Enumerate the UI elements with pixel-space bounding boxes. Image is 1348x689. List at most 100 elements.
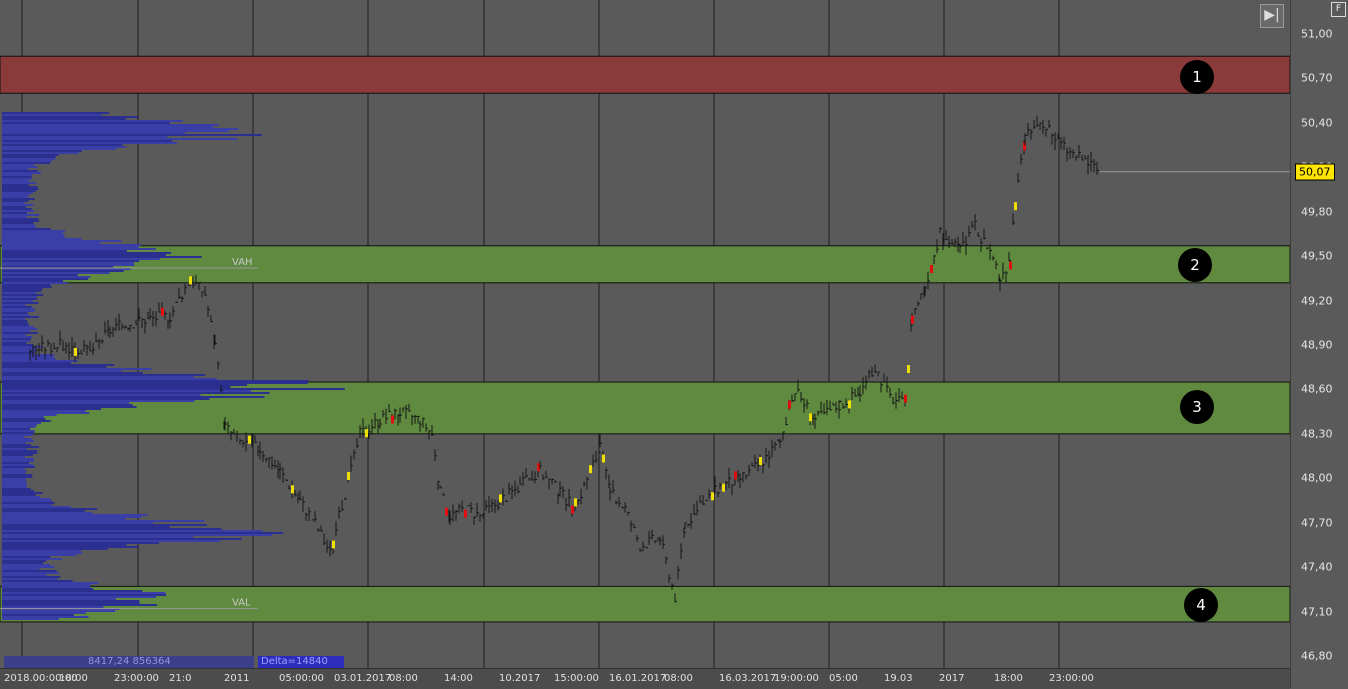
volume-profile-bar — [2, 536, 194, 538]
volume-profile-bar — [2, 400, 195, 402]
price-axis[interactable]: 51,0050,7050,4050,1049,8049,5049,2048,90… — [1290, 0, 1348, 688]
volume-profile-bar — [2, 354, 55, 356]
volume-profile-bar — [2, 178, 32, 180]
volume-profile-bar — [2, 196, 28, 198]
volume-profile-bar — [2, 464, 34, 466]
price-tick-label: 46,80 — [1301, 649, 1333, 663]
volume-profile-bar — [2, 398, 210, 400]
volume-profile-bar — [2, 518, 126, 520]
volume-profile-bar — [2, 346, 42, 348]
volume-profile-bar — [2, 234, 65, 236]
time-tick-label: 19:00:00 — [774, 673, 819, 684]
volume-profile-bar — [2, 324, 30, 326]
volume-profile-bar — [2, 226, 36, 228]
scroll-to-end-icon[interactable]: ▶| — [1260, 4, 1284, 28]
volume-profile-bar — [2, 548, 108, 550]
volume-profile-bar — [2, 114, 102, 116]
zone-badge — [1178, 248, 1212, 282]
volume-profile-bar — [2, 140, 172, 142]
volume-profile-bar — [2, 148, 116, 150]
volume-profile-bar — [2, 224, 35, 226]
volume-profile-bar — [2, 494, 36, 496]
volume-profile-bar — [2, 340, 31, 342]
plot-area[interactable]: VAH VAL 1 2 3 4 ▶| — [0, 0, 1291, 668]
zone-badge-label: 1 — [1192, 68, 1202, 86]
volume-profile-bar — [2, 344, 34, 346]
volume-profile-bar — [2, 576, 61, 578]
volume-profile-bar — [2, 546, 139, 548]
volume-profile-bar — [2, 538, 242, 540]
volume-profile-bar — [2, 144, 123, 146]
volume-highlight — [365, 429, 368, 438]
corner-menu-icon[interactable]: F — [1331, 2, 1346, 17]
volume-profile-bar — [2, 374, 205, 376]
volume-profile-bar — [2, 440, 34, 442]
volume-profile-bar — [2, 122, 170, 124]
time-tick-label: 2011 — [224, 673, 250, 684]
volume-profile-bar — [2, 218, 39, 220]
volume-profile-bar — [2, 286, 52, 288]
volume-profile-bar — [2, 290, 42, 292]
volume-highlight — [930, 264, 933, 273]
volume-profile-bar — [2, 516, 142, 518]
volume-highlight — [537, 463, 540, 472]
price-tick-label: 47,40 — [1301, 560, 1333, 574]
volume-profile-bar — [2, 132, 186, 134]
volume-profile-bar — [2, 138, 238, 140]
volume-profile-bar — [2, 116, 138, 118]
volume-profile-bar — [2, 244, 141, 246]
zone-badge-label: 3 — [1192, 398, 1202, 416]
volume-profile-bar — [2, 486, 27, 488]
volume-profile-bar — [2, 512, 93, 514]
volume-profile-bar — [2, 154, 59, 156]
volume-profile-bar — [2, 248, 156, 250]
volume-profile-bar — [2, 352, 35, 354]
time-tick-label: 2018.00:00:00 — [4, 673, 78, 684]
volume-profile-bar — [2, 456, 25, 458]
volume-profile-bar — [2, 284, 51, 286]
volume-profile-bar — [2, 356, 54, 358]
time-tick-label: 05:00 — [829, 673, 858, 684]
volume-profile-bar — [2, 158, 56, 160]
volume-profile-bar — [2, 414, 57, 416]
volume-highlight — [809, 413, 812, 422]
current-price-tag: 50,07 — [1295, 163, 1335, 181]
volume-profile-bar — [2, 606, 104, 608]
volume-profile-bar — [2, 466, 35, 468]
volume-highlight — [248, 435, 251, 444]
volume-profile-bar — [2, 302, 39, 304]
volume-profile-bar — [2, 412, 90, 414]
volume-profile-bar — [2, 184, 29, 186]
volume-profile-bar — [2, 598, 116, 600]
vah-label: VAH — [232, 257, 253, 268]
volume-profile-bar — [2, 156, 56, 158]
volume-profile-bar — [2, 166, 38, 168]
volume-profile-bar — [2, 424, 37, 426]
volume-profile-bar — [2, 416, 44, 418]
volume-profile-bar — [2, 430, 35, 432]
volume-profile-bar — [2, 296, 37, 298]
volume-profile-bar — [2, 498, 51, 500]
volume-profile-bar — [2, 564, 51, 566]
time-axis[interactable]: 2018.00:00:00 18:00 23:00:00 21:0 2011 05:00:… — [0, 668, 1290, 689]
volume-profile-bar — [2, 318, 26, 320]
volume-profile-bar — [2, 328, 37, 330]
volume-profile-bar — [2, 618, 59, 620]
volume-profile-bar — [2, 462, 29, 464]
volume-highlight — [347, 471, 350, 480]
volume-profile-bar — [2, 274, 78, 276]
volume-profile-bar — [2, 410, 86, 412]
volume-profile-bar — [2, 460, 34, 462]
volume-profile-bar — [2, 266, 114, 268]
volume-profile-bar — [2, 216, 27, 218]
volume-profile-bar — [2, 118, 126, 120]
volume-profile-bar — [2, 492, 43, 494]
volume-profile-bar — [2, 470, 27, 472]
volume-highlight — [464, 509, 467, 518]
volume-profile-bar — [2, 612, 86, 614]
zone-badge-label: 4 — [1196, 596, 1206, 614]
time-tick-label: 23:00:00 — [1049, 673, 1094, 684]
volume-profile-bar — [2, 444, 32, 446]
volume-profile-bar — [2, 172, 41, 174]
